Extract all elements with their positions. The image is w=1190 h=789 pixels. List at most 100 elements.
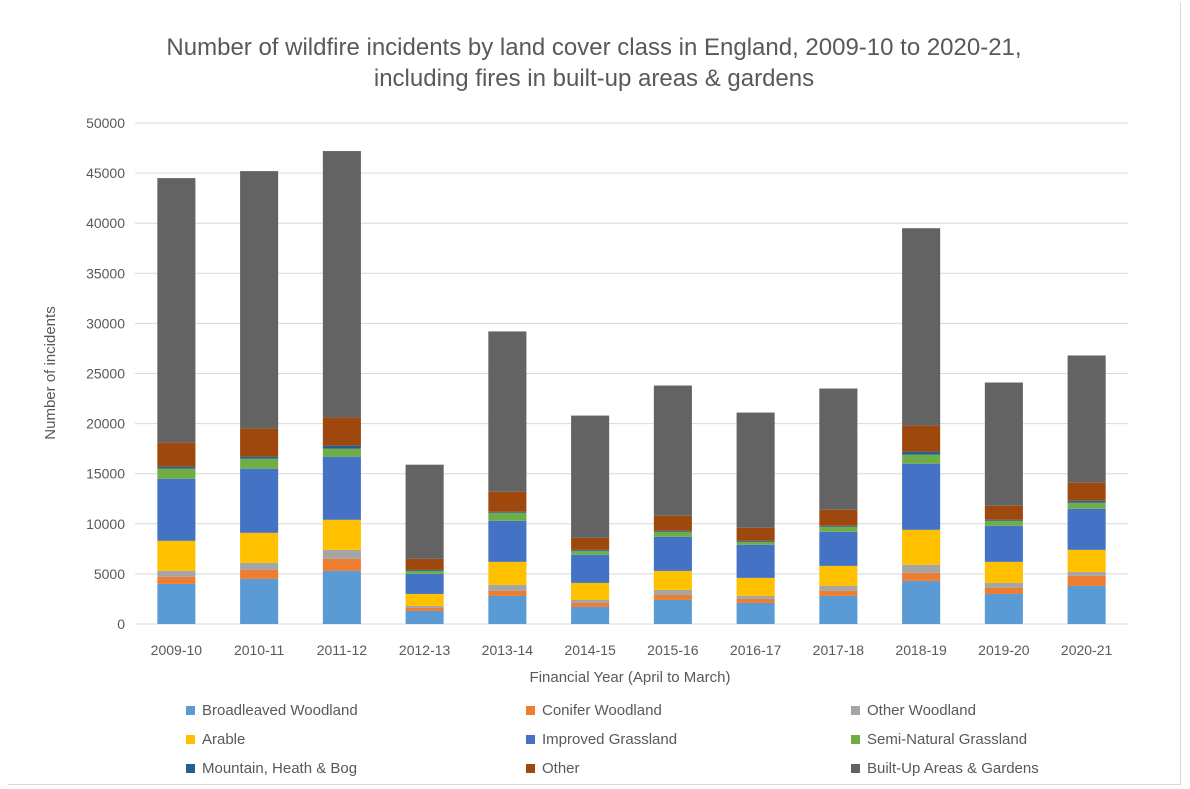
chart-title: Number of wildfire incidents by land cov… xyxy=(8,32,1180,94)
bar-segment xyxy=(157,583,196,624)
legend-item: Broadleaved Woodland xyxy=(186,702,358,719)
bar-segment xyxy=(571,415,610,538)
legend-label: Conifer Woodland xyxy=(542,702,662,719)
bars xyxy=(157,151,1106,624)
bar-segment xyxy=(157,576,196,584)
y-tick-label: 35000 xyxy=(86,265,125,281)
legend-swatch xyxy=(526,764,535,773)
bar-segment xyxy=(157,178,196,443)
bar-segment xyxy=(736,541,775,545)
legend-label: Arable xyxy=(202,731,246,748)
bar-segment xyxy=(405,569,444,571)
bar-segment xyxy=(984,525,1023,562)
bar-segment xyxy=(240,468,279,533)
bar-segment xyxy=(488,561,527,585)
bar-segment xyxy=(653,589,692,595)
bar-segment xyxy=(157,466,196,469)
x-axis-title: Financial Year (April to March) xyxy=(530,669,731,686)
y-tick-label: 10000 xyxy=(86,516,125,532)
bar-segment xyxy=(902,228,941,426)
bar-segment xyxy=(653,515,692,531)
bar-segment xyxy=(488,584,527,591)
bar-segment xyxy=(819,388,858,510)
bar-segment xyxy=(571,599,610,603)
x-tick-label: 2014-15 xyxy=(564,642,616,658)
y-tick-label: 15000 xyxy=(86,466,125,482)
y-tick-label: 5000 xyxy=(94,566,125,582)
bar-segment xyxy=(1067,571,1106,576)
legend-item: Semi-Natural Grassland xyxy=(851,731,1027,748)
bar-segment xyxy=(322,456,361,520)
bar-segment xyxy=(571,606,610,624)
bar-segment xyxy=(736,598,775,603)
bar-segment xyxy=(405,573,444,594)
bar-segment xyxy=(736,544,775,578)
legend-label: Broadleaved Woodland xyxy=(202,702,358,719)
x-tick-label: 2015-16 xyxy=(647,642,699,658)
bar-segment xyxy=(736,602,775,624)
chart-plot: 0 5000 10000 15000 20000 25000 30000 35000 40000… xyxy=(42,115,1128,686)
y-tick-label: 50000 xyxy=(86,115,125,131)
bar-segment xyxy=(902,564,941,573)
bar-segment xyxy=(902,463,941,530)
bar-segment xyxy=(1067,585,1106,624)
legend-item: Built-Up Areas & Gardens xyxy=(851,760,1039,777)
bar-segment xyxy=(240,456,279,459)
bar-segment xyxy=(902,425,941,452)
bar-segment xyxy=(240,532,279,563)
legend-label: Other Woodland xyxy=(867,702,976,719)
bar-segment xyxy=(819,595,858,624)
legend-label: Improved Grassland xyxy=(542,731,678,748)
x-tick-label: 2019-20 xyxy=(978,642,1030,658)
bar-segment xyxy=(736,540,775,542)
bar-segment xyxy=(819,531,858,566)
bar-segment xyxy=(571,549,610,551)
bar-segment xyxy=(571,582,610,600)
bar-segment xyxy=(240,578,279,624)
bar-segment xyxy=(984,520,1023,526)
legend-swatch xyxy=(851,706,860,715)
bar-segment xyxy=(240,428,279,457)
bar-segment xyxy=(488,595,527,624)
bar-segment xyxy=(571,602,610,607)
bar-segment xyxy=(819,585,858,591)
legend-item: Conifer Woodland xyxy=(526,702,662,719)
legend-label: Other xyxy=(542,760,580,777)
legend-label: Semi-Natural Grassland xyxy=(867,731,1028,748)
legend-item: Mountain, Heath & Bog xyxy=(186,760,357,777)
bar-segment xyxy=(653,594,692,600)
bar-segment xyxy=(405,558,444,570)
chart-title-line-2: including fires in built-up areas & gard… xyxy=(373,65,815,92)
legend-item: Improved Grassland xyxy=(526,731,677,748)
bar-segment xyxy=(736,412,775,528)
chart-area: Number of wildfire incidents by land cov… xyxy=(8,2,1181,785)
bar-segment xyxy=(571,554,610,583)
bar-segment xyxy=(819,526,858,532)
bar-segment xyxy=(488,491,527,512)
legend-swatch xyxy=(851,735,860,744)
bar-segment xyxy=(240,569,279,579)
bar-segment xyxy=(902,580,941,624)
bar-segment xyxy=(1067,500,1106,503)
x-tick-labels: 2009-10 2010-11 2011-12 2012-13 2013-14 2014-… xyxy=(151,642,1113,658)
legend-swatch xyxy=(526,706,535,715)
bar-segment xyxy=(984,587,1023,594)
bar-segment xyxy=(157,468,196,479)
legend-swatch xyxy=(186,764,195,773)
bar-segment xyxy=(405,464,444,559)
bar-segment xyxy=(1067,482,1106,501)
bar-segment xyxy=(736,577,775,596)
bar-segment xyxy=(240,458,279,469)
bar-segment xyxy=(571,537,610,550)
bar-segment xyxy=(405,570,444,574)
bar-segment xyxy=(1067,508,1106,550)
bar-segment xyxy=(488,590,527,596)
bar-segment xyxy=(1067,549,1106,572)
bar-segment xyxy=(902,451,941,455)
bar-segment xyxy=(322,151,361,418)
legend-item: Arable xyxy=(186,731,245,748)
y-tick-label: 0 xyxy=(117,616,125,632)
bar-segment xyxy=(322,448,361,457)
bar-segment xyxy=(736,595,775,599)
x-tick-label: 2012-13 xyxy=(399,642,451,658)
